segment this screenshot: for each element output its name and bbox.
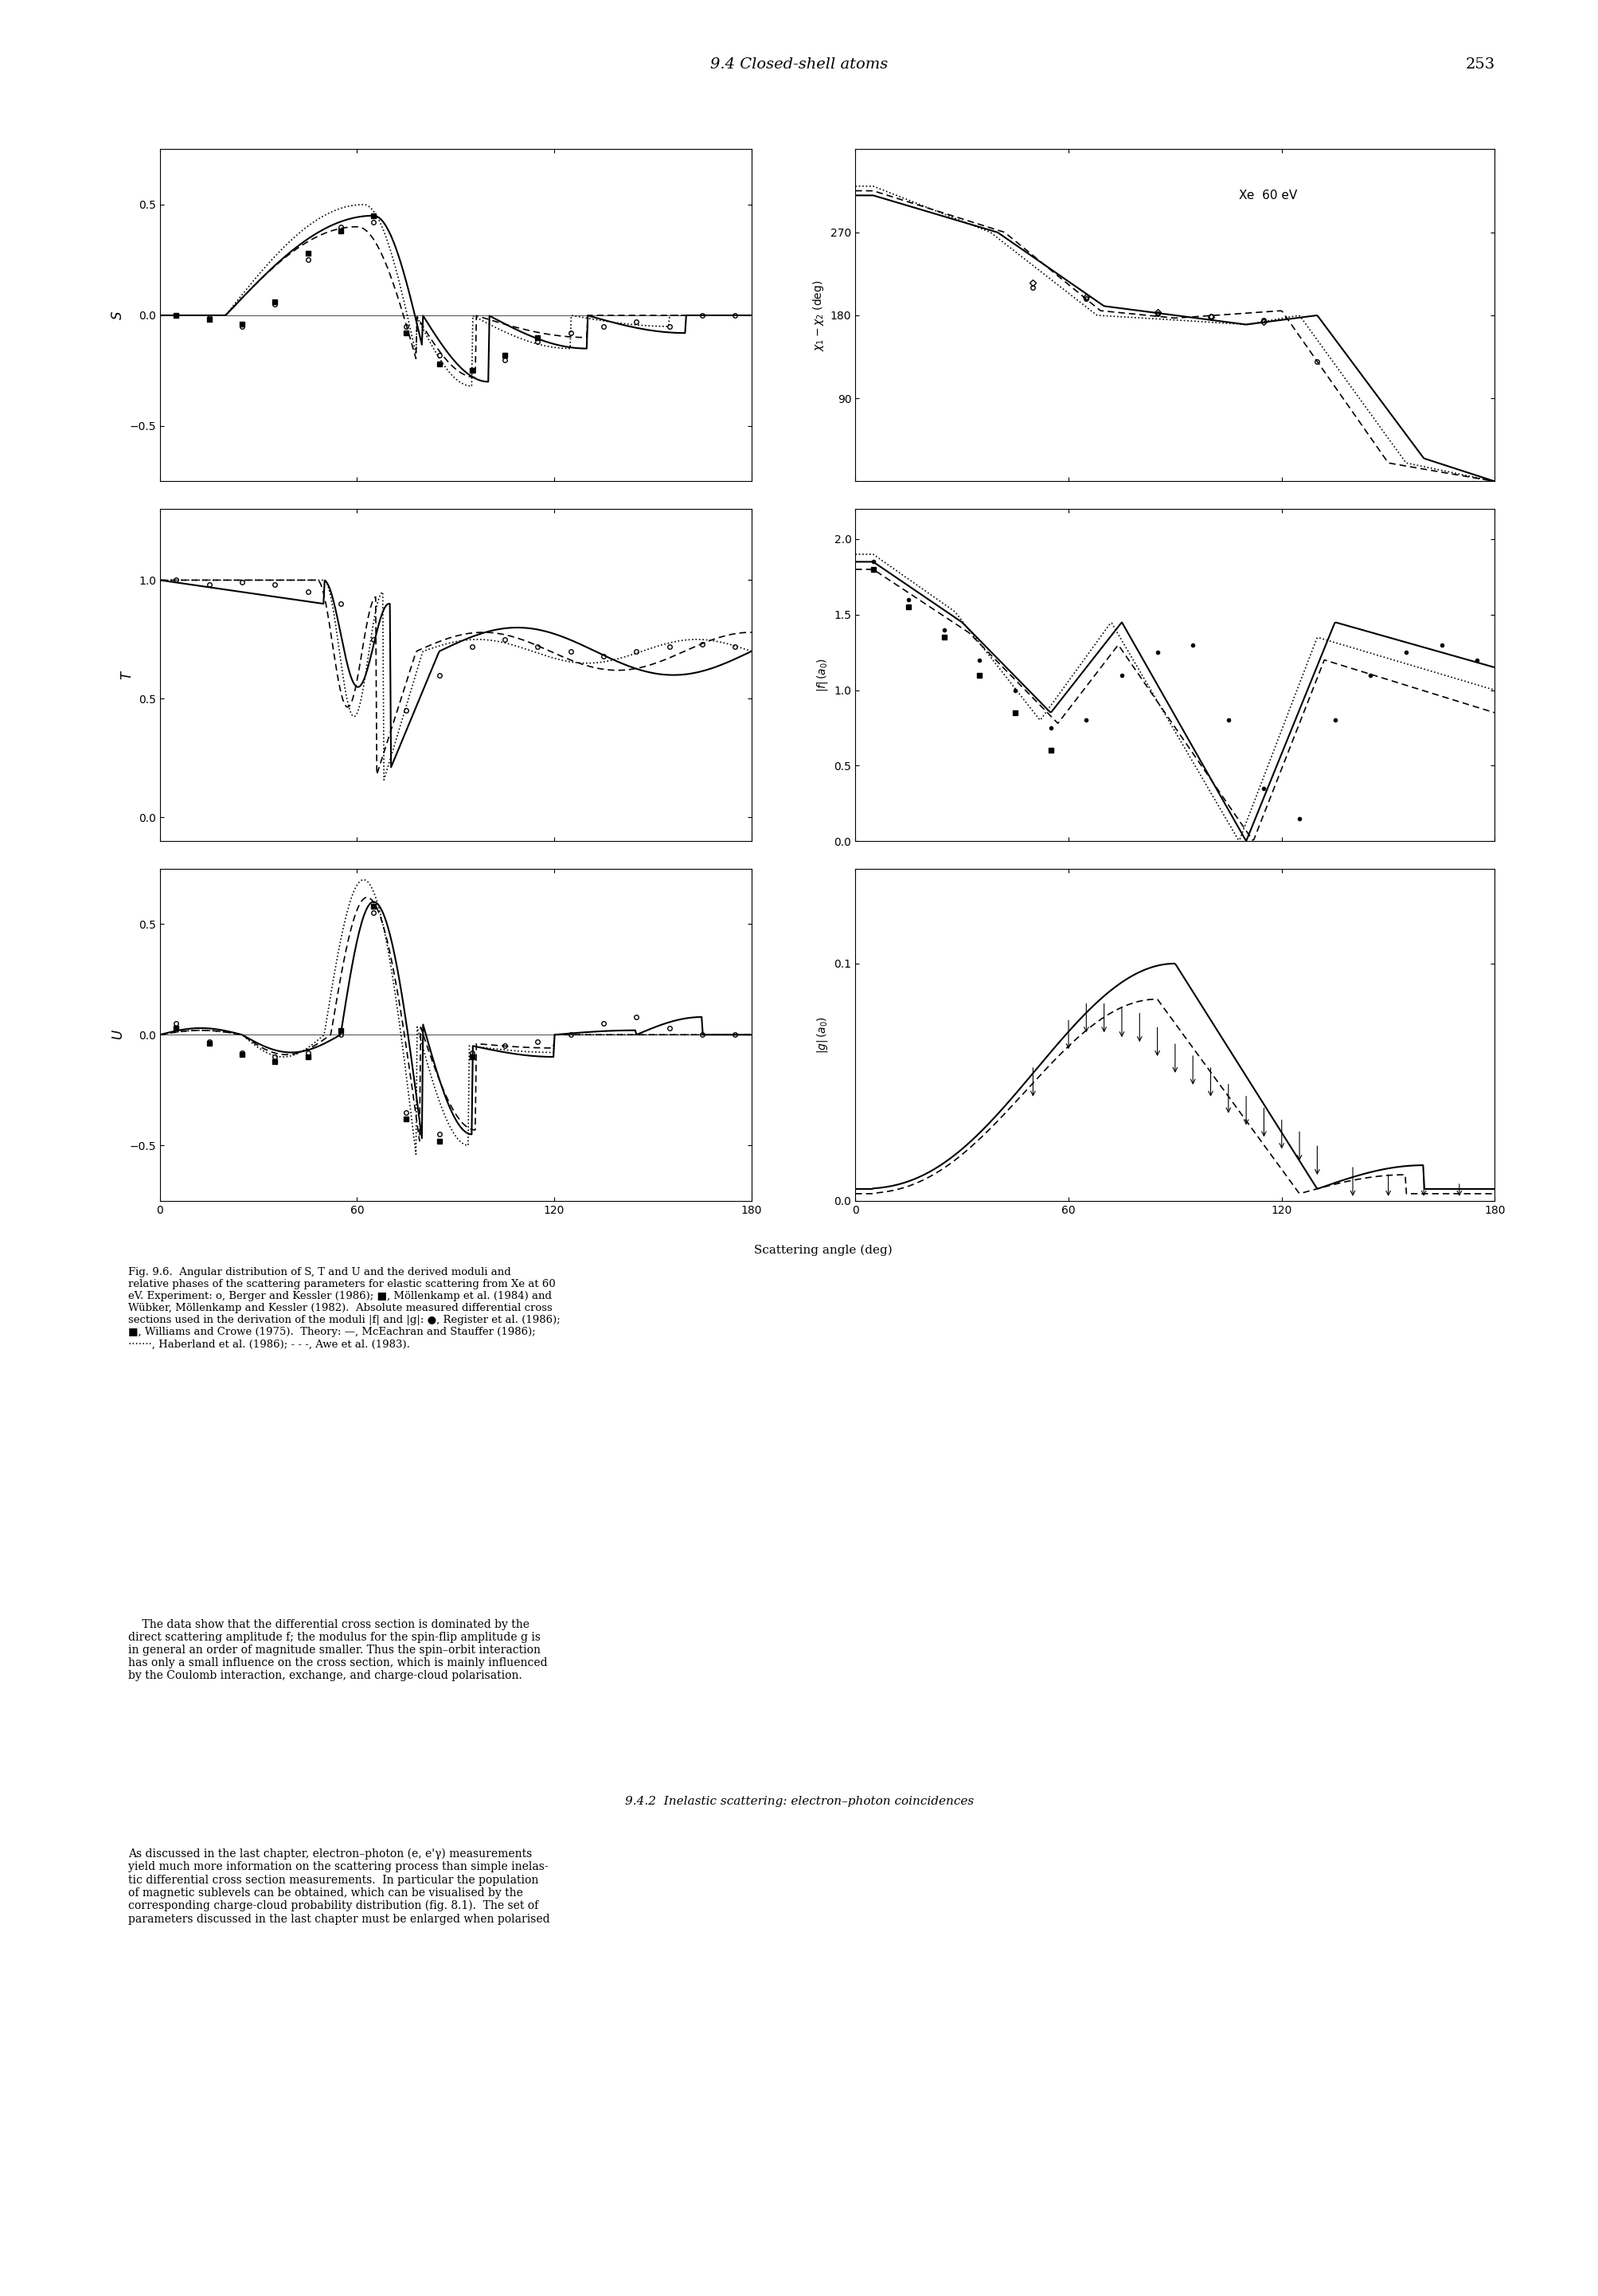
Text: As discussed in the last chapter, electron–photon (e, e'γ) measurements
yield mu: As discussed in the last chapter, electr… xyxy=(128,1848,550,1924)
Text: Xe  60 eV: Xe 60 eV xyxy=(1238,191,1296,202)
Y-axis label: S: S xyxy=(110,312,125,319)
Y-axis label: U: U xyxy=(110,1031,125,1040)
Text: 9.4.2  Inelastic scattering: electron–photon coincidences: 9.4.2 Inelastic scattering: electron–pho… xyxy=(625,1795,973,1807)
Text: 9.4 Closed-shell atoms: 9.4 Closed-shell atoms xyxy=(710,57,888,71)
Text: The data show that the differential cross section is dominated by the
direct sca: The data show that the differential cros… xyxy=(128,1619,547,1681)
Text: 253: 253 xyxy=(1464,57,1494,71)
Y-axis label: $|f|\,(a_0)$: $|f|\,(a_0)$ xyxy=(815,659,829,691)
Text: Scattering angle (deg): Scattering angle (deg) xyxy=(754,1244,892,1256)
Y-axis label: $\chi_1 - \chi_2$ (deg): $\chi_1 - \chi_2$ (deg) xyxy=(812,280,826,351)
Text: Fig. 9.6.  Angular distribution of S, T and U and the derived moduli and
relativ: Fig. 9.6. Angular distribution of S, T a… xyxy=(128,1267,559,1350)
Y-axis label: $|g|\,(a_0)$: $|g|\,(a_0)$ xyxy=(815,1015,829,1054)
Y-axis label: T: T xyxy=(120,670,134,680)
